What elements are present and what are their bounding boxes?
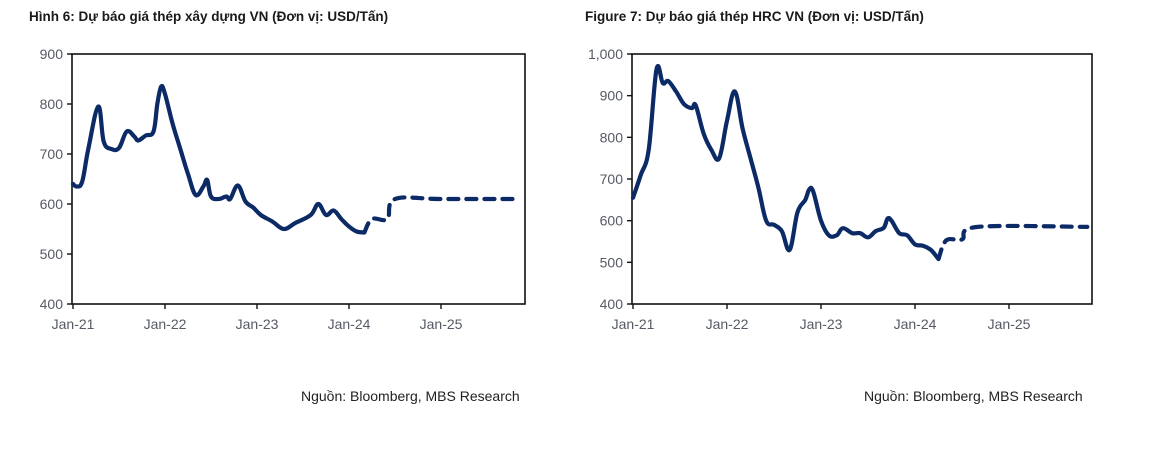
x-tick-label: Jan-23	[236, 316, 279, 332]
chart-hrc: 400 500 600 700 800 900 1,000 Jan-21 Jan-22 Jan-2…	[588, 46, 1093, 332]
actual-series-line	[70, 83, 367, 235]
y-tick-label: 400	[40, 296, 64, 312]
y-tick-label: 600	[40, 196, 64, 212]
source-note-right: Nguồn: Bloomberg, MBS Research	[864, 388, 1083, 404]
y-tick-label: 1,000	[588, 46, 623, 62]
chart-title-steel-construction: Hình 6: Dự báo giá thép xây dựng VN (Đơn…	[29, 9, 389, 24]
plot-frame	[71, 53, 526, 305]
forecast-series-line	[936, 223, 1090, 262]
chart-steel-construction: 400 500 600 700 800 900 Jan-21 Jan-22 Jan-23 Jan-…	[40, 46, 526, 332]
x-tick-label: Jan-25	[420, 316, 463, 332]
y-tick-label: 700	[600, 171, 624, 187]
x-tick-label: Jan-22	[706, 316, 749, 332]
y-tick-label: 500	[40, 246, 64, 262]
x-tick-label: Jan-21	[612, 316, 655, 332]
actual-series-line	[630, 64, 941, 262]
plot-frame	[631, 53, 1093, 305]
y-tick-label: 400	[600, 296, 624, 312]
x-tick-label: Jan-24	[328, 316, 371, 332]
y-tick-label: 800	[40, 96, 64, 112]
y-tick-label: 700	[40, 146, 64, 162]
x-tick-label: Jan-23	[800, 316, 843, 332]
x-tick-label: Jan-22	[144, 316, 187, 332]
chart-title-hrc: Figure 7: Dự báo giá thép HRC VN (Đơn vị…	[585, 9, 924, 24]
y-tick-label: 900	[600, 88, 624, 104]
y-tick-label: 900	[40, 46, 64, 62]
x-tick-label: Jan-25	[988, 316, 1031, 332]
x-tick-label: Jan-21	[52, 316, 95, 332]
y-tick-label: 800	[600, 129, 624, 145]
source-note-left: Nguồn: Bloomberg, MBS Research	[301, 388, 520, 404]
y-tick-label: 600	[600, 213, 624, 229]
forecast-series-line	[362, 195, 520, 235]
y-tick-label: 500	[600, 254, 624, 270]
x-tick-label: Jan-24	[894, 316, 937, 332]
